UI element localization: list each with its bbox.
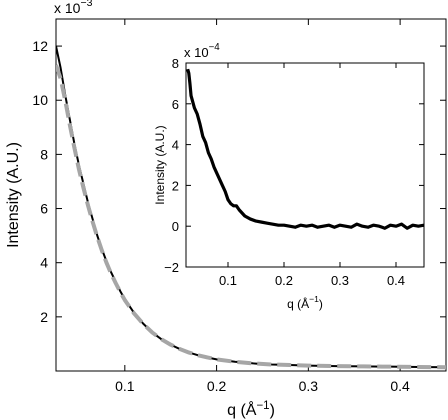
inset-xtick-label: 0.3 xyxy=(331,273,349,288)
main-xtick-label: 0.2 xyxy=(207,378,227,394)
inset-axes-frame xyxy=(185,62,425,268)
main-ytick-label: 12 xyxy=(32,38,48,54)
main-ytick-label: 4 xyxy=(40,255,48,271)
inset-series-solid-line xyxy=(186,68,424,230)
main-xaxis-title: q (Å−1) xyxy=(227,400,275,419)
inset-y-exponent: x 10−4 xyxy=(184,42,220,60)
inset-xtick-label: 0.4 xyxy=(387,273,405,288)
inset-xaxis-title-sup: −1 xyxy=(309,294,319,304)
main-ytick-label: 10 xyxy=(32,92,48,108)
inset-xaxis-title-close: ) xyxy=(319,297,323,311)
inset-ytick-label: 0 xyxy=(172,219,179,234)
main-ytick-label: 8 xyxy=(40,146,48,162)
inset-ytick-label: −2 xyxy=(164,260,179,275)
inset-ytick-label: 6 xyxy=(172,97,179,112)
main-series-dashed-line xyxy=(56,64,446,370)
main-y-exponent-power: −3 xyxy=(80,0,92,9)
main-xaxis-title-close: ) xyxy=(270,402,275,419)
main-ytick-label: 2 xyxy=(40,309,48,325)
inset-ytick-label: 8 xyxy=(172,56,179,71)
inset-y-exponent-power: −4 xyxy=(209,42,221,53)
main-y-exponent: x 10−3 xyxy=(54,0,93,16)
main-yaxis-title: Intensity (A.U.) xyxy=(5,142,22,248)
main-xtick-label: 0.4 xyxy=(390,378,410,394)
inset-xtick-label: 0.2 xyxy=(275,273,293,288)
main-ytick-label: 6 xyxy=(40,201,48,217)
inset-xtick-label: 0.1 xyxy=(219,273,237,288)
main-xaxis-title-base: q (Å xyxy=(227,400,257,419)
main-xtick-label: 0.1 xyxy=(115,378,135,394)
main-y-exponent-base: x 10 xyxy=(54,0,81,16)
inset-y-exponent-base: x 10 xyxy=(184,45,209,60)
main-xtick-label: 0.3 xyxy=(299,378,319,394)
inset-plot: 0.1 0.2 0.3 0.4 −2 0 2 4 6 8 x 10−4 q (Å−1) Intensit… xyxy=(153,42,425,311)
main-xaxis-title-sup: −1 xyxy=(256,400,269,412)
inset-xaxis-title: q (Å−1) xyxy=(287,294,323,311)
inset-yaxis-title: Intensity (A.U.) xyxy=(153,125,167,204)
inset-ytick-label: 2 xyxy=(172,178,179,193)
inset-xaxis-title-base: q (Å xyxy=(287,296,309,311)
inset-ytick-label: 4 xyxy=(172,138,179,153)
